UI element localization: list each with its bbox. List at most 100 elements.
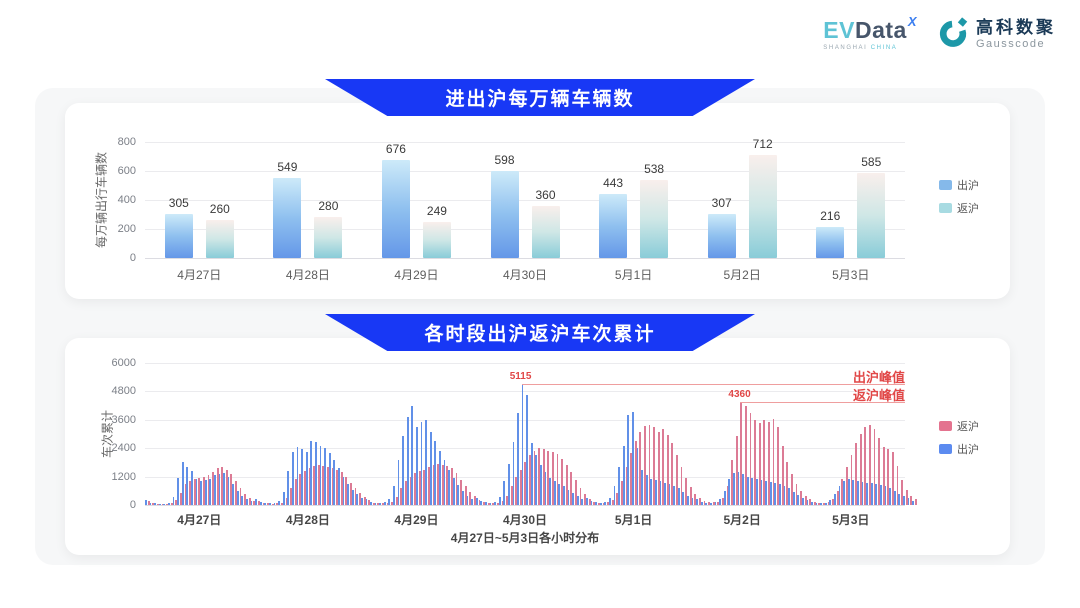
返沪-hour-bar xyxy=(313,465,315,505)
出沪-hour-bar xyxy=(269,503,271,505)
返沪-hour-bar xyxy=(841,478,844,505)
hour-pair xyxy=(388,363,394,505)
出沪-hour-bar xyxy=(811,502,813,505)
hour-pair xyxy=(163,363,168,505)
bottom-chart-legend-item-出沪[interactable]: 出沪 xyxy=(939,441,979,457)
hour-pair xyxy=(186,363,191,505)
hour-pair xyxy=(769,363,775,505)
返沪-hour-bar xyxy=(400,488,403,505)
x-axis-label-4月27日: 4月27日 xyxy=(177,513,222,527)
bar-group-5月2日: 307 712 xyxy=(688,137,797,258)
返沪-hour-bar xyxy=(887,449,890,505)
返沪-hour-bar xyxy=(161,503,164,505)
返沪-hour-bar xyxy=(570,471,573,505)
返沪-hour-bar xyxy=(322,465,325,505)
出沪-hour-bar xyxy=(737,471,740,505)
返沪-hour-bar xyxy=(634,441,637,505)
出沪-hour-bar xyxy=(434,441,437,505)
出沪-hour-bar xyxy=(356,494,359,505)
hour-pair xyxy=(264,363,270,505)
返沪-hour-bar xyxy=(276,503,279,505)
hour-pair xyxy=(765,363,770,505)
返沪-hour-bar xyxy=(827,502,830,505)
bar-group-5月1日: 443 538 xyxy=(579,142,688,258)
gridline xyxy=(145,419,905,421)
出沪-hour-bar xyxy=(461,490,464,505)
出沪-hour-bar xyxy=(466,495,469,505)
出沪-hour-bar xyxy=(590,501,593,505)
hour-pair xyxy=(241,363,247,505)
出沪-hour-bar xyxy=(360,497,363,505)
hour-pair xyxy=(829,363,835,505)
出沪-hour-bar xyxy=(172,496,175,505)
hour-pair xyxy=(824,363,830,505)
出沪-hour-bar xyxy=(227,476,230,505)
出沪-bar: 676 xyxy=(381,142,410,258)
bar-value-label: 712 xyxy=(752,136,773,151)
返沪-hour-bar xyxy=(648,424,651,505)
出沪-hour-bar xyxy=(599,502,602,505)
hour-pair xyxy=(907,363,913,505)
返沪-hour-bar xyxy=(267,503,270,505)
出沪-hour-bar xyxy=(567,489,570,505)
peak-value-label: 5115 xyxy=(509,370,532,382)
出沪-hour-bar xyxy=(379,502,382,505)
出沪-hour-bar xyxy=(328,452,331,505)
hour-pair xyxy=(448,363,453,505)
hour-pair xyxy=(466,363,472,505)
出沪-hour-bar xyxy=(668,483,671,505)
出沪-hour-bar xyxy=(494,501,496,505)
hour-pair xyxy=(544,363,550,505)
出沪-hour-bar xyxy=(181,462,184,505)
出沪-hour-bar xyxy=(544,471,547,505)
hour-pair xyxy=(434,363,439,505)
返沪-hour-bar xyxy=(212,471,214,505)
出沪-hour-bar xyxy=(452,477,455,505)
出沪-hour-bar xyxy=(650,478,653,505)
top-chart-legend-item-出沪[interactable]: 出沪 xyxy=(939,177,979,193)
hour-pair xyxy=(595,363,600,505)
出沪-hour-bar xyxy=(236,490,239,505)
返沪-hour-bar xyxy=(395,496,398,505)
bottom-chart-legend-item-返沪[interactable]: 返沪 xyxy=(939,418,979,434)
legend-swatch-icon xyxy=(939,203,952,213)
y-axis-tick: 4800 xyxy=(111,385,136,398)
hour-pair xyxy=(558,363,564,505)
evdata-wordmark: EV Data X xyxy=(823,15,917,42)
出沪-hour-bar xyxy=(209,478,212,505)
hour-pair xyxy=(847,363,853,505)
hour-pair xyxy=(218,363,224,505)
返沪-hour-bar xyxy=(331,468,334,505)
返沪-hour-bar xyxy=(882,447,885,505)
hour-pair xyxy=(181,363,187,505)
hour-pair xyxy=(898,363,903,505)
出沪-hour-bar xyxy=(448,469,450,505)
返沪-hour-bar xyxy=(386,503,389,505)
hour-pair xyxy=(549,363,554,505)
hour-pair xyxy=(889,363,894,505)
返沪-hour-bar xyxy=(184,483,187,505)
返沪-hour-bar xyxy=(653,426,655,505)
hour-pair xyxy=(512,363,518,505)
hour-pair xyxy=(843,363,848,505)
hour-pair xyxy=(710,363,715,505)
返沪-hour-bar xyxy=(354,488,357,505)
返沪-hour-bar xyxy=(758,423,761,505)
top-chart-legend-item-返沪[interactable]: 返沪 xyxy=(939,200,979,216)
hour-pair xyxy=(425,363,430,505)
hour-pair xyxy=(838,363,844,505)
返沪-hour-bar xyxy=(620,481,623,505)
hour-pair xyxy=(792,363,798,505)
出沪-hour-bar xyxy=(232,483,235,505)
出沪-hour-bar xyxy=(305,451,308,505)
出沪-hour-bar xyxy=(310,441,313,505)
返沪-hour-bar xyxy=(538,448,541,505)
返沪-hour-bar xyxy=(795,483,798,505)
hour-pair xyxy=(682,363,688,505)
hour-pair xyxy=(902,363,908,505)
出沪-hour-bar xyxy=(287,470,290,505)
返沪-hour-bar xyxy=(552,451,554,505)
hour-pair xyxy=(209,363,214,505)
出沪-hour-bar xyxy=(705,502,708,505)
返沪-hour-bar xyxy=(671,443,674,505)
